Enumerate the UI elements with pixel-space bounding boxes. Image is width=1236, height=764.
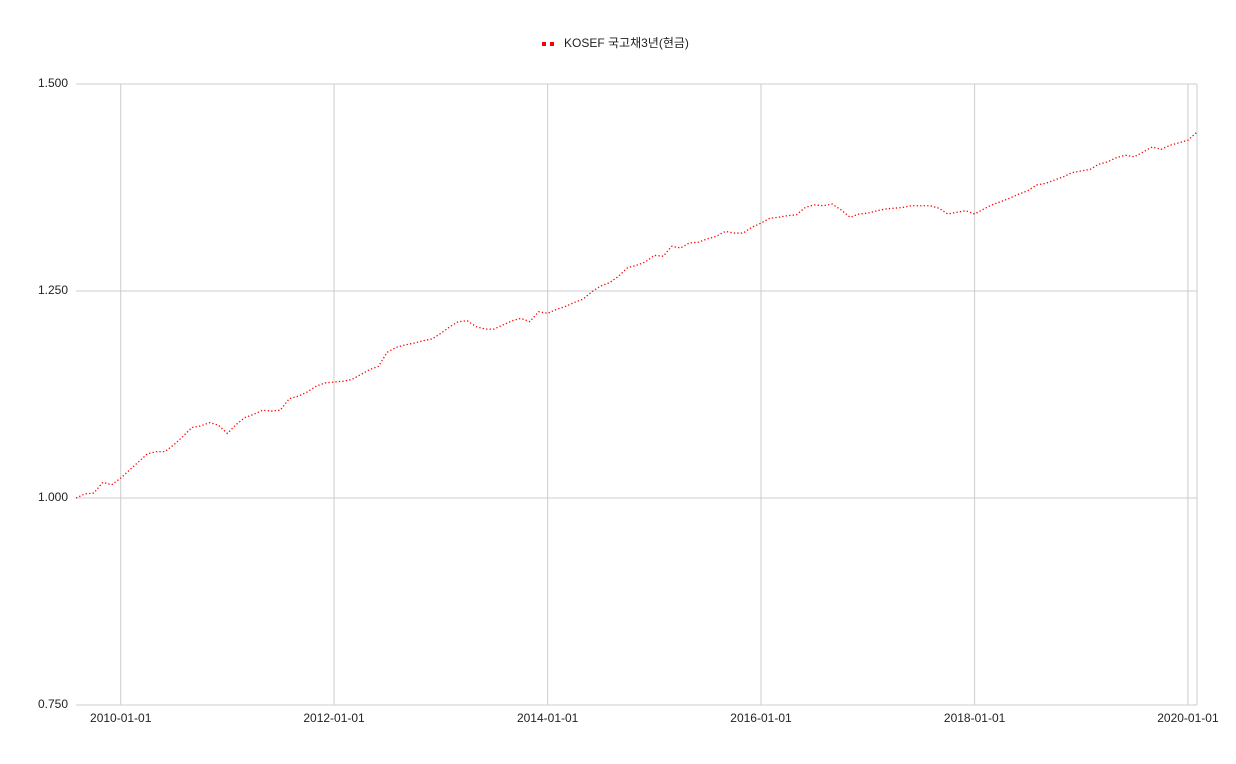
y-tick-label: 0.750: [38, 697, 68, 711]
y-tick-label: 1.250: [38, 283, 68, 297]
series-line: [75, 131, 1198, 499]
x-tick-label: 2012-01-01: [303, 711, 365, 725]
x-tick-label: 2014-01-01: [517, 711, 579, 725]
y-tick-label: 1.000: [38, 490, 68, 504]
x-tick-label: 2020-01-01: [1157, 711, 1219, 725]
x-tick-label: 2018-01-01: [944, 711, 1006, 725]
y-tick-label: 1.500: [38, 76, 68, 90]
x-tick-label: 2010-01-01: [90, 711, 152, 725]
legend-label: KOSEF 국고채3년(현금): [564, 36, 689, 50]
x-tick-label: 2016-01-01: [730, 711, 792, 725]
legend-swatch: [542, 42, 546, 46]
legend-swatch: [550, 42, 554, 46]
